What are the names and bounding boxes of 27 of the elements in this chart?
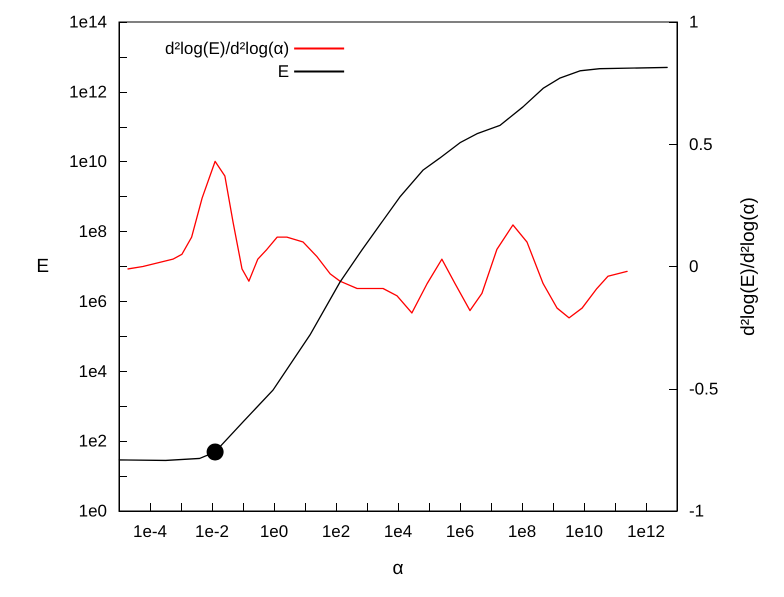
- y2-tick-label: 0: [689, 257, 698, 276]
- y-tick-label: 1e8: [78, 222, 107, 242]
- y2-tick-label: 0.5: [689, 134, 713, 154]
- y-tick-label: 1e12: [69, 82, 107, 102]
- y-tick-label: 1e14: [69, 12, 107, 32]
- x-tick-label: 1e6: [446, 522, 474, 541]
- x-tick-label: 1e4: [384, 522, 412, 541]
- y-tick-label: 1e4: [78, 362, 107, 381]
- y2-axis-title: d²log(E)/d²log(α): [738, 197, 759, 336]
- x-tick-label: 1e8: [508, 522, 536, 541]
- y-tick-label: 1e2: [78, 432, 107, 451]
- x-tick-label: 1e-4: [132, 522, 168, 541]
- x-tick-label: 1e0: [260, 522, 288, 541]
- y-tick-label: 1e0: [78, 502, 107, 520]
- x-tick-label: 1e12: [627, 522, 665, 541]
- y-tick-label: 1e6: [78, 292, 107, 311]
- y2-tick-label: -0.5: [689, 379, 718, 398]
- x-tick-label: 1e2: [322, 522, 350, 541]
- x-tick-label: 1e10: [565, 522, 603, 541]
- y2-tick-label: -1: [689, 502, 704, 520]
- x-axis-title: α: [392, 558, 404, 579]
- x-tick-label: 1e-2: [194, 522, 230, 541]
- legend-label: d²log(E)/d²log(α): [165, 39, 290, 58]
- y-tick-label: 1e10: [69, 152, 107, 172]
- y2-tick-label: 1: [689, 12, 698, 32]
- y-axis-title: E: [36, 256, 49, 277]
- legend-label: E: [278, 62, 290, 81]
